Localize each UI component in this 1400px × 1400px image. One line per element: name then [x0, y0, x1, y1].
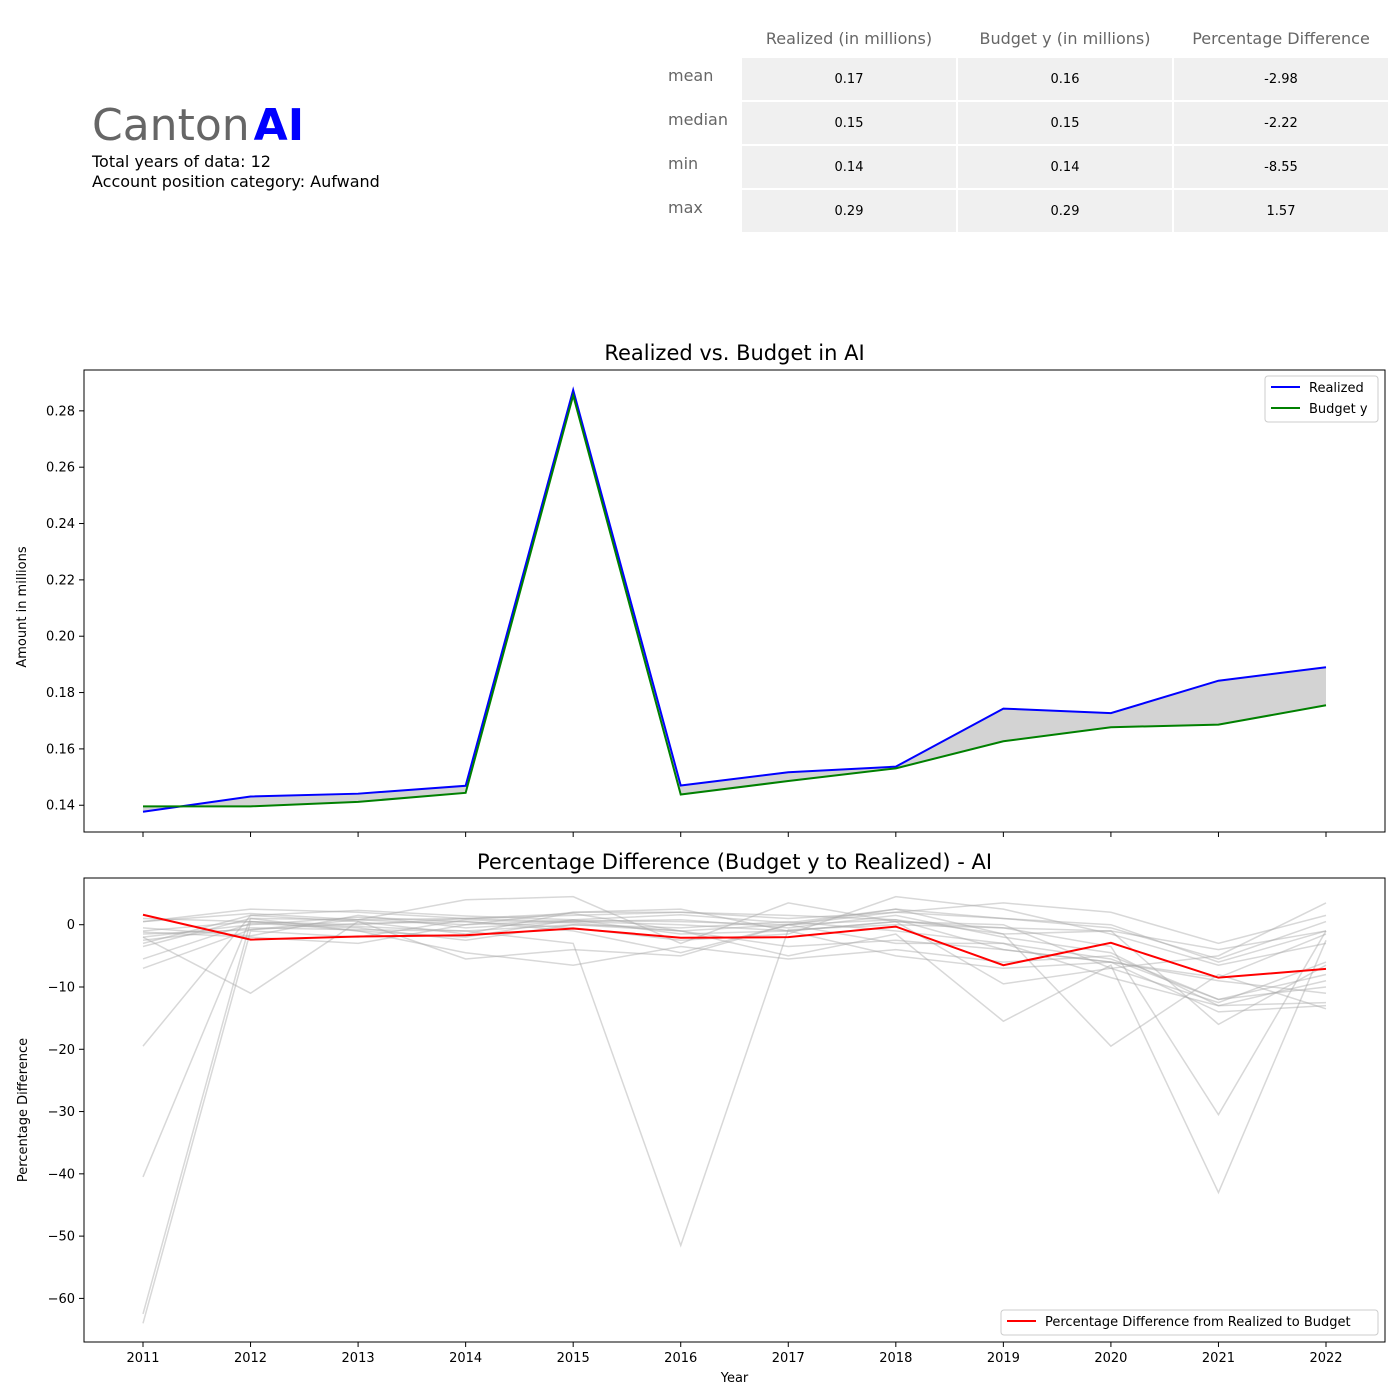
stats-column-header: Budget y (in millions)	[979, 28, 1151, 48]
background-canton-line	[142, 902, 1327, 945]
stats-cell: 0.29	[958, 190, 1172, 232]
canton-title: CantonAI	[92, 100, 380, 152]
y-tick-label: −40	[48, 1167, 75, 1182]
chart-title: Realized vs. Budget in AI	[604, 341, 864, 365]
stats-row-label: mean	[668, 66, 714, 85]
series-line-budget-y	[143, 391, 1327, 808]
background-canton-line	[142, 920, 1327, 1315]
stats-cell: -8.55	[1174, 146, 1388, 188]
stats-cell: -2.22	[1174, 102, 1388, 144]
legend: Percentage Difference from Realized to B…	[1000, 1309, 1379, 1336]
y-tick-label: 0.26	[46, 461, 75, 476]
series-line-realized	[142, 386, 1327, 813]
chart-title: Percentage Difference (Budget y to Reali…	[477, 850, 992, 874]
x-tick-label: 2022	[1309, 1351, 1342, 1366]
y-tick-label: 0.28	[46, 404, 75, 419]
summary-stats-table: Realized (in millions) Budget y (in mill…	[660, 18, 1390, 234]
stats-column-header: Percentage Difference	[1192, 28, 1370, 48]
plot-frame	[83, 877, 1386, 1343]
stats-cell: 0.29	[742, 190, 956, 232]
legend-label: Budget y	[1309, 402, 1368, 417]
y-tick-label: −30	[48, 1105, 75, 1120]
background-canton-line	[142, 917, 1327, 1013]
plot-frame	[83, 369, 1386, 833]
y-tick-label: 0.16	[46, 742, 75, 757]
stats-cell: 0.15	[742, 102, 956, 144]
background-canton-line	[142, 917, 1327, 979]
stats-row-median: median 0.15 0.15 -2.22	[662, 102, 1388, 144]
stats-cell: 0.17	[742, 58, 956, 100]
background-canton-line	[142, 908, 1327, 963]
background-canton-line	[142, 916, 1327, 1007]
y-tick-label: −20	[48, 1043, 75, 1058]
background-canton-line	[142, 911, 1327, 960]
stats-row-label: median	[668, 110, 728, 129]
y-tick-label: 0.20	[46, 630, 75, 645]
legend-box	[1000, 1309, 1379, 1336]
realized-vs-budget-chart: 0.14 0.16 0.18 0.20 0.22 0.24 0.26 0.28 Realized…	[15, 341, 1386, 837]
stats-cell: 1.57	[1174, 190, 1388, 232]
background-canton-line	[142, 920, 1327, 1001]
percentage-difference-chart: 0 −10 −20 −30 −40 −50 −60 2011 2012 2013 2014 2015 2…	[16, 850, 1386, 1386]
x-tick-label: 2017	[772, 1351, 805, 1366]
legend-label: Realized	[1309, 381, 1364, 396]
y-tick-label: −10	[48, 980, 75, 995]
stats-header-row: Realized (in millions) Budget y (in mill…	[662, 20, 1388, 56]
background-canton-line	[142, 922, 1327, 994]
canton-code: AI	[253, 100, 305, 151]
y-tick-label: 0.18	[46, 686, 75, 701]
stats-column-header: Realized (in millions)	[765, 28, 933, 48]
percentage-difference-line	[142, 913, 1327, 979]
y-tick-label: 0.24	[46, 517, 75, 532]
fill-between-area	[143, 390, 1326, 812]
stats-row-label: min	[668, 154, 699, 173]
stats-cell: -2.98	[1174, 58, 1388, 100]
background-canton-line	[142, 908, 1327, 1048]
background-canton-line	[142, 911, 1327, 1047]
y-tick-label: −60	[48, 1292, 75, 1307]
x-tick-label: 2021	[1202, 1351, 1235, 1366]
x-tick-label: 2014	[449, 1351, 482, 1366]
x-tick-label: 2015	[557, 1351, 590, 1366]
y-axis-label: Amount in millions	[15, 546, 30, 668]
background-canton-line	[142, 917, 1327, 1178]
y-tick-label: 0	[67, 918, 75, 933]
background-canton-line	[142, 902, 1327, 985]
years-of-data-text: Total years of data: 12	[92, 152, 271, 171]
x-tick-label: 2011	[126, 1351, 159, 1366]
background-canton-line	[142, 914, 1327, 1007]
x-axis-label: Year	[720, 1371, 749, 1386]
stats-cell: 0.14	[742, 146, 956, 188]
account-category-text: Account position category: Aufwand	[92, 172, 380, 191]
y-tick-label: −50	[48, 1230, 75, 1245]
canton-header: CantonAI Total years of data: 12 Account…	[92, 100, 380, 192]
stats-row-max: max 0.29 0.29 1.57	[662, 190, 1388, 232]
x-tick-label: 2016	[664, 1351, 697, 1366]
x-tick-label: 2012	[234, 1351, 267, 1366]
stats-row-min: min 0.14 0.14 -8.55	[662, 146, 1388, 188]
x-tick-label: 2013	[342, 1351, 375, 1366]
background-canton-line	[142, 895, 1327, 1004]
stats-cell: 0.14	[958, 146, 1172, 188]
background-canton-line	[142, 917, 1327, 951]
stats-cell: 0.16	[958, 58, 1172, 100]
x-tick-label: 2020	[1094, 1351, 1127, 1366]
canton-name: Canton	[92, 100, 250, 151]
y-axis-label: Percentage Difference	[16, 1038, 31, 1182]
x-tick-label: 2019	[987, 1351, 1020, 1366]
y-tick-label: 0.22	[46, 573, 75, 588]
x-tick-label: 2018	[879, 1351, 912, 1366]
stats-cell: 0.15	[958, 102, 1172, 144]
y-tick-label: 0.14	[46, 799, 75, 814]
stats-row-label: max	[668, 198, 703, 217]
stats-row-mean: mean 0.17 0.16 -2.98	[662, 58, 1388, 100]
legend: Realized Budget y	[1264, 375, 1379, 423]
legend-label: Percentage Difference from Realized to B…	[1045, 1315, 1351, 1330]
